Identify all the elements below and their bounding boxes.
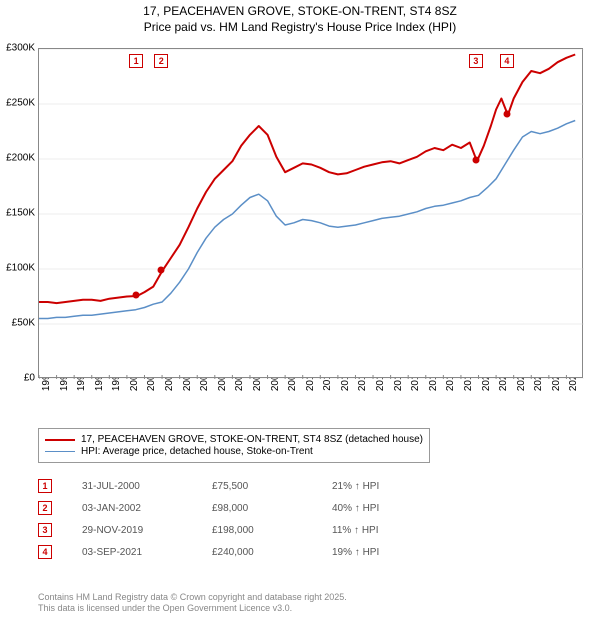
title-line2: Price paid vs. HM Land Registry's House … — [0, 20, 600, 36]
sale-dot-icon — [503, 111, 510, 118]
sale-date: 31-JUL-2000 — [82, 481, 212, 492]
sale-pct: 19% ↑ HPI — [332, 547, 432, 558]
sale-date: 03-SEP-2021 — [82, 547, 212, 558]
legend-label: HPI: Average price, detached house, Stok… — [81, 446, 313, 457]
chart-plot-area — [38, 48, 583, 378]
legend-swatch — [45, 439, 75, 441]
sale-price: £98,000 — [212, 503, 332, 514]
sale-dot-icon — [158, 267, 165, 274]
sale-dot-icon — [133, 291, 140, 298]
sale-pct: 21% ↑ HPI — [332, 481, 432, 492]
sales-table: 1 31-JUL-2000 £75,500 21% ↑ HPI 2 03-JAN… — [38, 475, 432, 563]
y-tick-label: £0 — [24, 373, 35, 384]
sale-marker-icon: 3 — [469, 54, 483, 68]
legend-swatch — [45, 451, 75, 452]
sale-date: 03-JAN-2002 — [82, 503, 212, 514]
sale-marker-icon: 2 — [154, 54, 168, 68]
sales-row: 2 03-JAN-2002 £98,000 40% ↑ HPI — [38, 497, 432, 519]
y-tick-label: £150K — [6, 208, 35, 219]
footer-line2: This data is licensed under the Open Gov… — [38, 603, 347, 614]
sale-price: £75,500 — [212, 481, 332, 492]
legend-item: HPI: Average price, detached house, Stok… — [45, 446, 423, 457]
y-tick-label: £300K — [6, 43, 35, 54]
footer: Contains HM Land Registry data © Crown c… — [38, 592, 347, 615]
legend-label: 17, PEACEHAVEN GROVE, STOKE-ON-TRENT, ST… — [81, 434, 423, 445]
sale-marker-icon: 2 — [38, 501, 52, 515]
sale-marker-icon: 1 — [38, 479, 52, 493]
sales-row: 4 03-SEP-2021 £240,000 19% ↑ HPI — [38, 541, 432, 563]
chart-svg — [39, 49, 584, 379]
sale-marker-icon: 1 — [129, 54, 143, 68]
y-tick-label: £200K — [6, 153, 35, 164]
sale-pct: 11% ↑ HPI — [332, 525, 432, 536]
series-line-hpi — [39, 121, 575, 319]
legend-item: 17, PEACEHAVEN GROVE, STOKE-ON-TRENT, ST… — [45, 434, 423, 445]
legend: 17, PEACEHAVEN GROVE, STOKE-ON-TRENT, ST… — [38, 428, 430, 463]
sale-price: £198,000 — [212, 525, 332, 536]
y-tick-label: £50K — [12, 318, 35, 329]
y-tick-label: £250K — [6, 98, 35, 109]
sale-dot-icon — [472, 157, 479, 164]
sales-row: 3 29-NOV-2019 £198,000 11% ↑ HPI — [38, 519, 432, 541]
sale-marker-icon: 3 — [38, 523, 52, 537]
sale-date: 29-NOV-2019 — [82, 525, 212, 536]
title-line1: 17, PEACEHAVEN GROVE, STOKE-ON-TRENT, ST… — [0, 4, 600, 20]
footer-line1: Contains HM Land Registry data © Crown c… — [38, 592, 347, 603]
title-block: 17, PEACEHAVEN GROVE, STOKE-ON-TRENT, ST… — [0, 0, 600, 35]
sale-pct: 40% ↑ HPI — [332, 503, 432, 514]
y-tick-label: £100K — [6, 263, 35, 274]
sale-price: £240,000 — [212, 547, 332, 558]
sales-row: 1 31-JUL-2000 £75,500 21% ↑ HPI — [38, 475, 432, 497]
sale-marker-icon: 4 — [500, 54, 514, 68]
series-line-price_paid — [39, 55, 575, 304]
chart-container: 17, PEACEHAVEN GROVE, STOKE-ON-TRENT, ST… — [0, 0, 600, 620]
sale-marker-icon: 4 — [38, 545, 52, 559]
